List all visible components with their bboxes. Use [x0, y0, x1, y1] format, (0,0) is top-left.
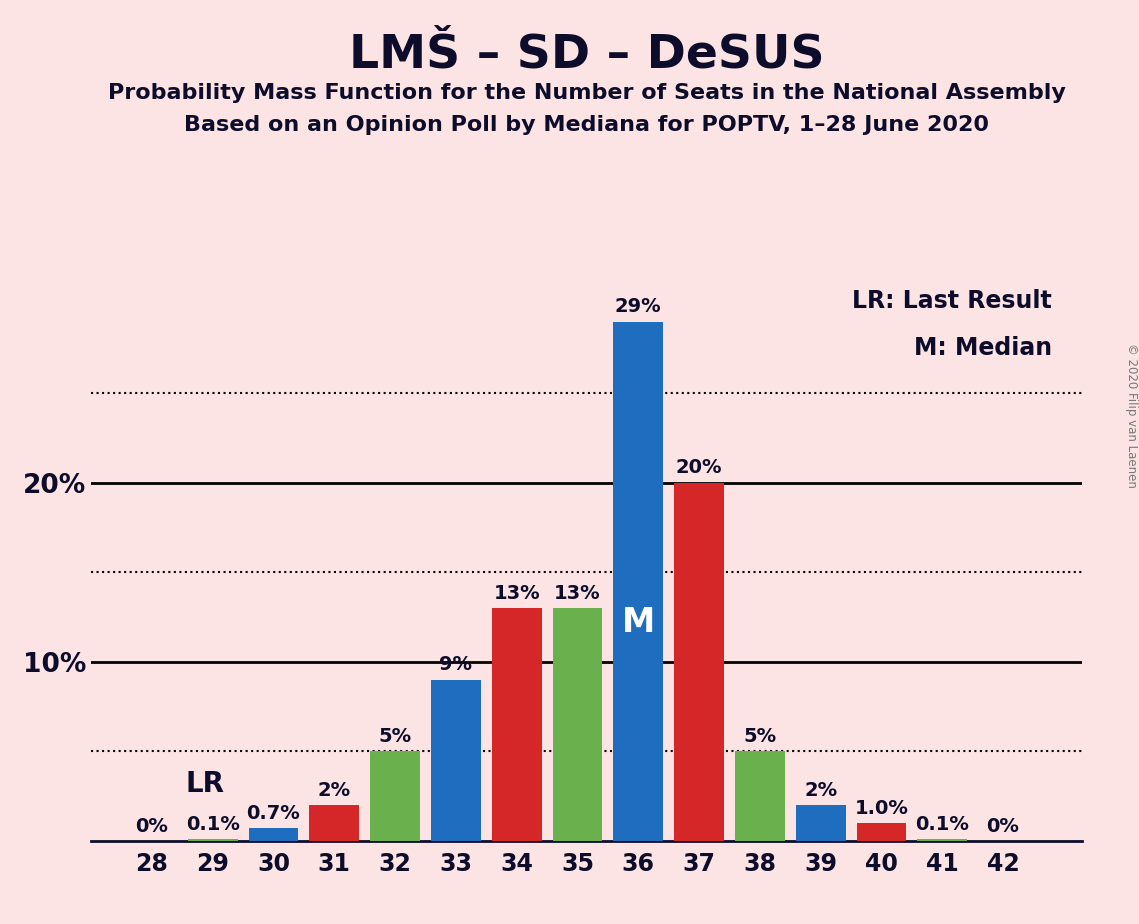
Bar [552, 608, 603, 841]
Text: 0.1%: 0.1% [186, 815, 239, 833]
Text: 29%: 29% [615, 298, 662, 316]
Text: 9%: 9% [440, 655, 473, 675]
Text: LMŠ – SD – DeSUS: LMŠ – SD – DeSUS [349, 32, 825, 78]
Text: 20%: 20% [675, 458, 722, 478]
Text: 5%: 5% [744, 727, 777, 746]
Text: 5%: 5% [378, 727, 411, 746]
Text: 13%: 13% [493, 584, 540, 602]
Bar [735, 751, 785, 841]
Bar [431, 680, 481, 841]
Bar [796, 805, 845, 841]
Bar [917, 839, 967, 841]
Text: 0%: 0% [136, 818, 169, 836]
Text: 1.0%: 1.0% [854, 798, 909, 818]
Text: © 2020 Filip van Laenen: © 2020 Filip van Laenen [1124, 344, 1138, 488]
Text: Probability Mass Function for the Number of Seats in the National Assembly: Probability Mass Function for the Number… [108, 83, 1065, 103]
Bar [613, 322, 663, 841]
Bar [310, 805, 359, 841]
Text: 0.1%: 0.1% [916, 815, 969, 833]
Bar [188, 839, 238, 841]
Text: 2%: 2% [318, 781, 351, 799]
Text: M: M [622, 606, 655, 639]
Bar [248, 828, 298, 841]
Bar [674, 482, 724, 841]
Text: Based on an Opinion Poll by Mediana for POPTV, 1–28 June 2020: Based on an Opinion Poll by Mediana for … [185, 115, 989, 135]
Text: 2%: 2% [804, 781, 837, 799]
Bar [857, 823, 907, 841]
Text: LR: Last Result: LR: Last Result [852, 289, 1051, 313]
Text: 13%: 13% [555, 584, 600, 602]
Text: LR: LR [186, 770, 224, 797]
Text: 0.7%: 0.7% [247, 804, 301, 823]
Bar [370, 751, 420, 841]
Text: 0%: 0% [986, 818, 1019, 836]
Bar [492, 608, 542, 841]
Text: M: Median: M: Median [913, 336, 1051, 360]
